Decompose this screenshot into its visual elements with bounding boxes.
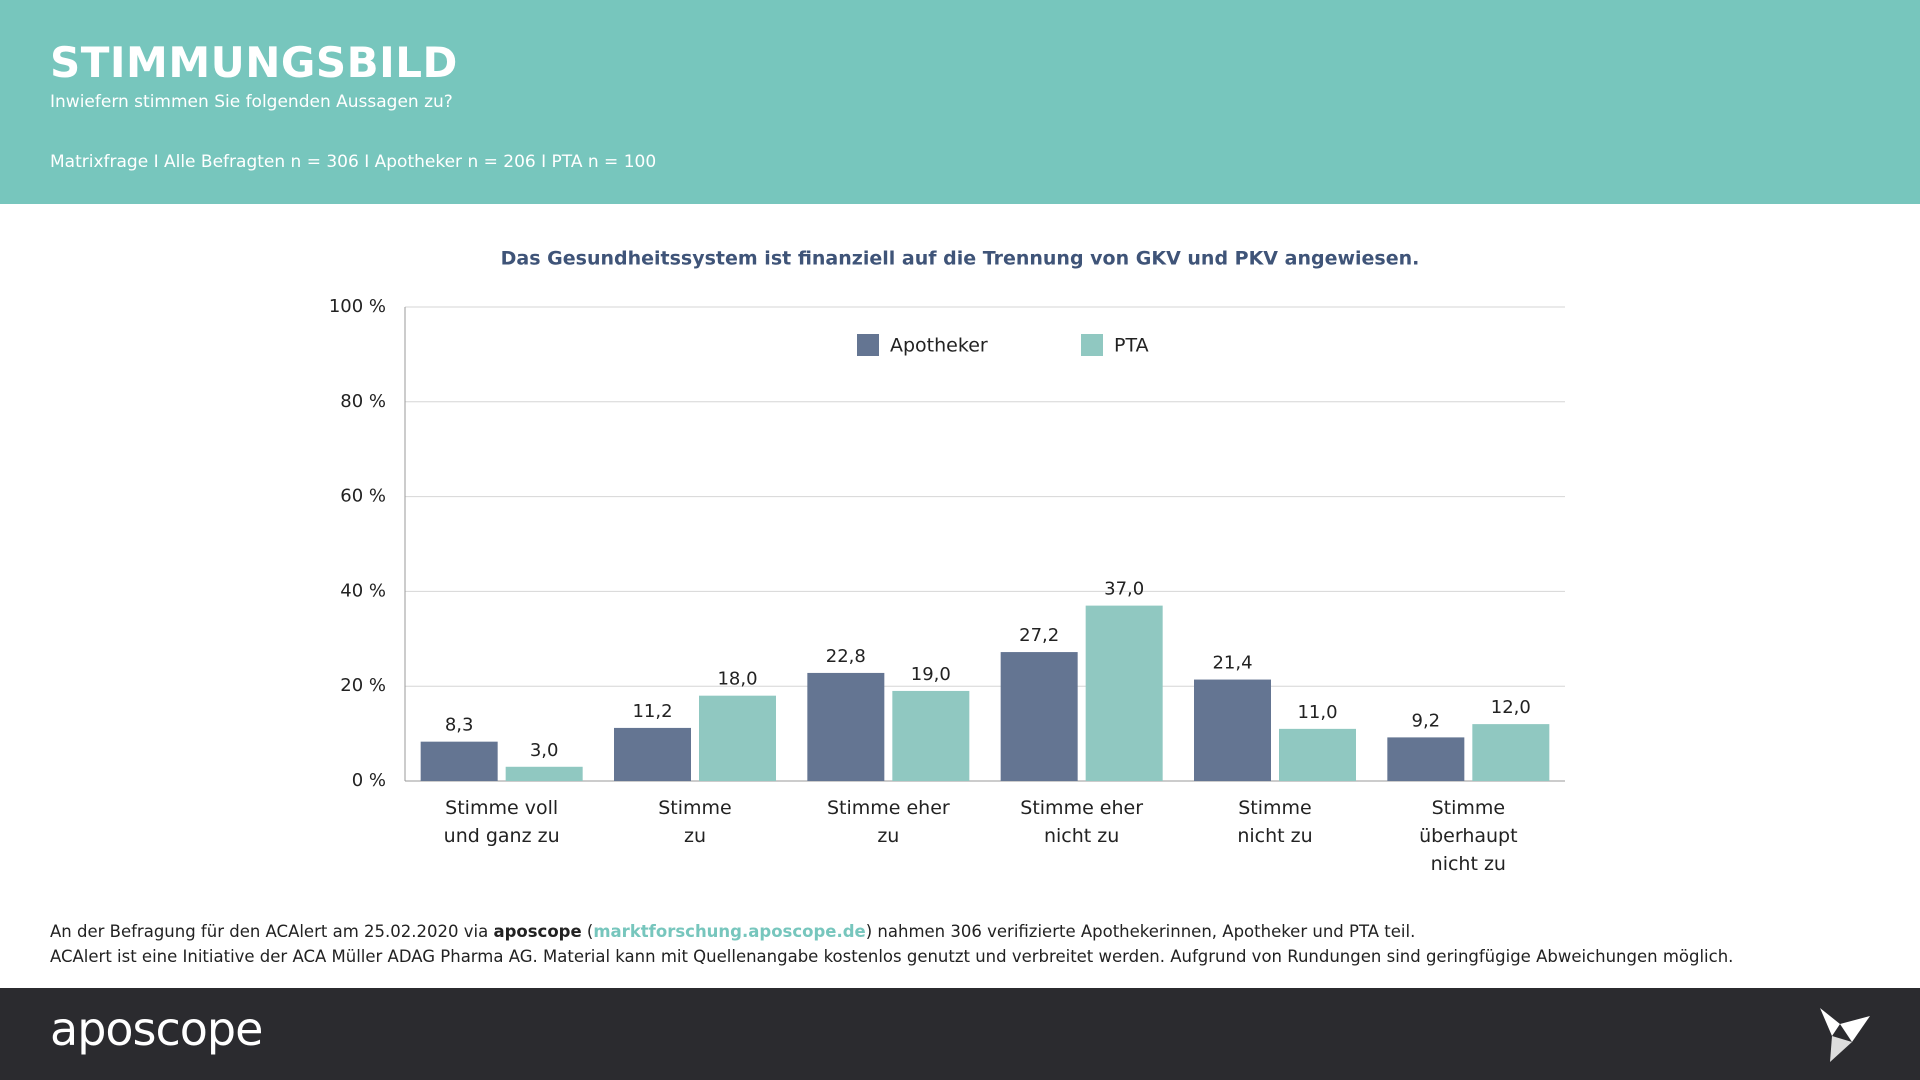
- y-tick-label: 40 %: [340, 580, 386, 601]
- y-tick-label: 80 %: [340, 391, 386, 412]
- footnote-text: An der Befragung für den ACAlert am 25.0…: [50, 922, 494, 941]
- bar: [1472, 724, 1550, 781]
- x-tick-label: Stimme voll und ganz zu: [443, 797, 560, 847]
- footnote-brand: aposcope: [493, 922, 582, 941]
- x-tick-label: Stimme überhaupt nicht zu: [1419, 797, 1518, 875]
- bar: [505, 766, 583, 781]
- bar: [1194, 679, 1271, 781]
- footnote-link[interactable]: marktforschung.aposcope.de: [593, 922, 866, 941]
- value-label: 3,0: [530, 740, 559, 761]
- value-label: 9,2: [1412, 710, 1441, 731]
- y-tick-label: 100 %: [329, 296, 386, 317]
- x-tick-label: Stimme nicht zu: [1237, 797, 1313, 847]
- value-label: 12,0: [1491, 697, 1531, 718]
- page-title: STIMMUNGSBILD: [50, 38, 458, 87]
- chart-title: Das Gesundheitssystem ist finanziell auf…: [501, 248, 1420, 270]
- sample-info: Matrixfrage I Alle Befragten n = 306 I A…: [50, 152, 657, 172]
- bar: [1387, 737, 1465, 781]
- y-tick-label: 0 %: [352, 770, 386, 791]
- chart: Das Gesundheitssystem ist finanziell auf…: [329, 248, 1565, 791]
- header: STIMMUNGSBILD Inwiefern stimmen Sie folg…: [0, 0, 1920, 204]
- value-label: 27,2: [1019, 625, 1059, 646]
- y-tick-label: 60 %: [340, 486, 386, 507]
- footnote: ACAlert ist eine Initiative der ACA Müll…: [50, 947, 1734, 966]
- bar: [614, 727, 691, 781]
- bar: [1279, 728, 1356, 781]
- footnote: An der Befragung für den ACAlert am 25.0…: [50, 922, 1415, 941]
- value-label: 11,0: [1297, 702, 1337, 723]
- value-label: 37,0: [1104, 579, 1144, 600]
- bird-icon: [1820, 1008, 1870, 1062]
- logo: aposcope: [50, 1002, 263, 1056]
- bar: [807, 672, 885, 781]
- x-tick-label: Stimme zu: [658, 797, 732, 847]
- value-label: 21,4: [1212, 653, 1252, 674]
- legend-label: Apotheker: [890, 335, 988, 357]
- bar: [699, 695, 776, 781]
- footnote-text: (: [581, 922, 594, 941]
- x-tick-label: Stimme eher nicht zu: [1020, 797, 1144, 847]
- value-label: 19,0: [911, 664, 951, 685]
- bar: [1085, 605, 1163, 781]
- value-label: 11,2: [632, 701, 672, 722]
- bar: [1000, 652, 1078, 781]
- value-label: 8,3: [445, 715, 474, 736]
- legend-swatch: [1081, 334, 1103, 356]
- legend-label: PTA: [1114, 335, 1149, 357]
- page-subtitle: Inwiefern stimmen Sie folgenden Aussagen…: [50, 92, 453, 112]
- bar: [420, 741, 498, 781]
- value-label: 18,0: [717, 669, 757, 690]
- footer-bar: aposcope: [0, 988, 1920, 1080]
- x-tick-label: Stimme eher zu: [826, 797, 950, 847]
- footnote-text: ) nahmen 306 verifizierte Apothekerinnen…: [865, 922, 1416, 941]
- bar: [892, 690, 970, 781]
- y-tick-label: 20 %: [340, 675, 386, 696]
- legend-swatch: [857, 334, 879, 356]
- value-label: 22,8: [826, 646, 866, 667]
